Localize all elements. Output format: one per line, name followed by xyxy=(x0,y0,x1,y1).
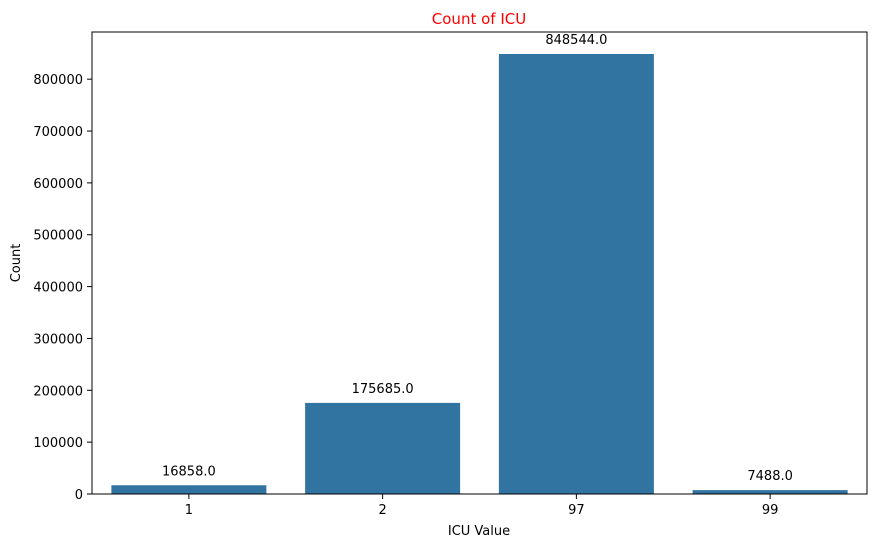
y-tick-label-300000: 300000 xyxy=(33,332,83,347)
plot-frame xyxy=(91,31,868,495)
y-tick-label-800000: 800000 xyxy=(33,73,83,88)
x-tick-label-1: 1 xyxy=(185,503,193,518)
y-tick-label-600000: 600000 xyxy=(33,177,83,192)
x-tick-label-99: 99 xyxy=(762,503,779,518)
x-axis-label: ICU Value xyxy=(448,524,510,539)
data-label-99: 7488.0 xyxy=(747,469,793,484)
data-label-2: 175685.0 xyxy=(352,382,414,397)
bar-2 xyxy=(305,402,461,494)
bar-97 xyxy=(498,53,654,494)
y-axis: 0 100000 200000 300000 400000 500000 600000 700… xyxy=(33,73,92,503)
y-tick-label-0: 0 xyxy=(75,488,83,503)
y-tick-label-400000: 400000 xyxy=(33,281,83,296)
data-label-97: 848544.0 xyxy=(545,33,607,48)
bar-1 xyxy=(111,485,267,494)
bar-99 xyxy=(692,490,848,494)
y-tick-label-500000: 500000 xyxy=(33,229,83,244)
chart-title: Count of ICU xyxy=(432,10,526,28)
y-axis-label: Count xyxy=(9,244,24,283)
y-tick-label-700000: 700000 xyxy=(33,125,83,140)
y-tick-label-200000: 200000 xyxy=(33,384,83,399)
data-labels-group: 16858.0 175685.0 848544.0 7488.0 xyxy=(162,33,793,484)
x-tick-label-2: 2 xyxy=(378,503,386,518)
x-tick-label-97: 97 xyxy=(568,503,585,518)
bars-group xyxy=(111,53,848,494)
y-tick-label-100000: 100000 xyxy=(33,436,83,451)
data-label-1: 16858.0 xyxy=(162,464,216,479)
x-axis: 1 2 97 99 xyxy=(185,494,779,518)
